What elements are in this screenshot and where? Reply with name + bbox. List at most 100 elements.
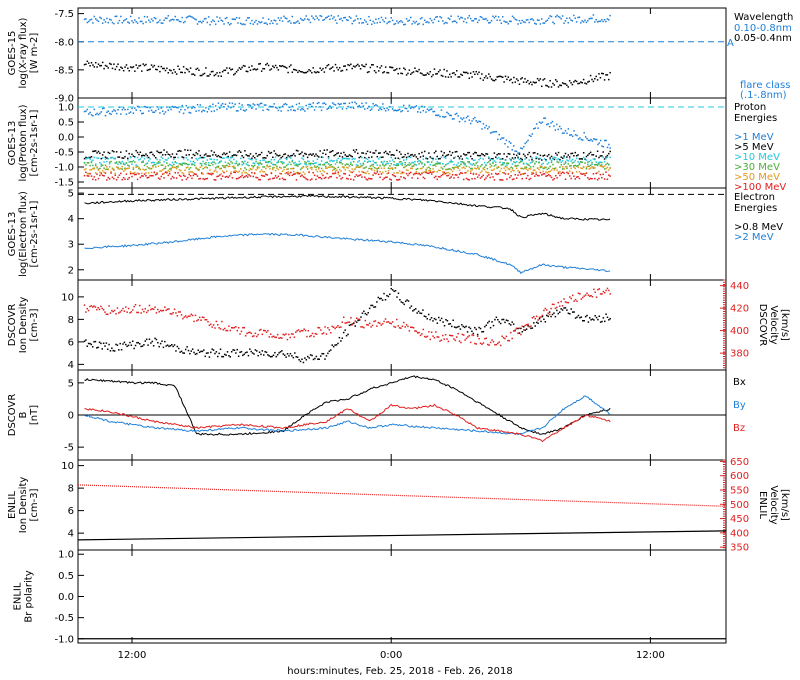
data-point <box>94 172 97 174</box>
data-point <box>602 173 604 176</box>
data-point <box>143 64 146 67</box>
data-point <box>345 334 348 337</box>
data-point <box>309 162 312 165</box>
data-point <box>347 178 349 180</box>
data-point <box>313 166 316 168</box>
data-point <box>450 159 452 161</box>
data-point <box>299 175 302 178</box>
data-point <box>295 149 298 152</box>
data-point <box>479 120 482 123</box>
data-point <box>219 161 221 163</box>
data-point <box>407 174 409 177</box>
data-point <box>366 161 369 163</box>
data-point <box>605 156 607 158</box>
data-point <box>182 172 185 175</box>
data-point <box>327 163 330 165</box>
data-point <box>359 174 362 176</box>
data-point <box>97 113 100 116</box>
y-axis-label: B <box>18 411 29 418</box>
data-point <box>341 156 344 158</box>
data-point <box>535 321 538 324</box>
data-point <box>579 316 581 319</box>
data-point <box>522 153 525 156</box>
data-point <box>483 76 486 79</box>
data-point <box>276 161 278 164</box>
data-point <box>599 164 602 166</box>
data-point <box>599 173 602 176</box>
data-point <box>208 356 211 358</box>
data-point <box>154 306 156 308</box>
data-point <box>246 104 249 106</box>
data-point <box>543 318 545 321</box>
data-point <box>330 14 333 17</box>
data-point <box>196 153 199 155</box>
data-point <box>192 163 195 166</box>
data-point <box>280 167 282 169</box>
data-point <box>240 330 243 333</box>
data-point <box>601 176 603 179</box>
x-tick-label: 0:00 <box>380 650 402 661</box>
data-point <box>192 174 195 177</box>
data-point <box>469 170 472 172</box>
data-point <box>492 79 494 82</box>
data-point <box>603 178 606 180</box>
data-point <box>292 153 295 155</box>
data-point <box>544 321 547 323</box>
data-point <box>490 19 493 22</box>
data-point <box>585 83 588 85</box>
data-point <box>472 71 475 73</box>
data-point <box>302 155 305 157</box>
data-point <box>90 161 93 164</box>
data-point <box>308 357 310 359</box>
data-point <box>452 319 454 322</box>
data-point <box>194 164 196 167</box>
data-point <box>514 330 516 332</box>
data-point <box>288 333 290 336</box>
data-point <box>379 152 381 154</box>
data-point <box>368 177 370 180</box>
data-point <box>372 152 374 154</box>
data-point <box>435 16 437 19</box>
data-point <box>548 161 550 164</box>
data-point <box>96 157 98 159</box>
data-point <box>442 168 444 170</box>
data-point <box>110 172 112 174</box>
data-point <box>284 172 287 175</box>
data-point <box>159 159 161 161</box>
data-point <box>411 167 413 170</box>
data-point <box>85 168 87 170</box>
data-point <box>104 164 107 167</box>
data-point <box>233 158 235 161</box>
data-point <box>301 358 303 360</box>
data-point <box>196 168 199 170</box>
data-point <box>429 338 432 341</box>
data-point <box>168 345 170 348</box>
data-point <box>371 324 374 327</box>
data-point <box>101 61 104 64</box>
data-point <box>536 167 539 169</box>
data-point <box>116 344 119 346</box>
data-point <box>488 22 490 24</box>
data-point <box>354 101 356 104</box>
panel-frame <box>77 97 727 189</box>
data-point <box>198 109 200 112</box>
data-point <box>221 164 224 167</box>
data-point <box>281 20 284 22</box>
data-point <box>457 162 459 164</box>
data-point <box>87 157 90 159</box>
data-point <box>464 120 466 123</box>
data-point <box>387 72 390 74</box>
data-point <box>361 102 363 105</box>
data-point <box>337 324 339 327</box>
data-point <box>213 151 216 154</box>
data-point <box>166 17 168 20</box>
data-point <box>171 72 174 74</box>
data-point <box>582 156 585 159</box>
data-point <box>253 172 256 174</box>
data-point <box>425 168 427 171</box>
data-point <box>130 344 133 346</box>
data-point <box>511 337 513 340</box>
data-point <box>102 309 105 311</box>
data-point <box>175 162 178 164</box>
